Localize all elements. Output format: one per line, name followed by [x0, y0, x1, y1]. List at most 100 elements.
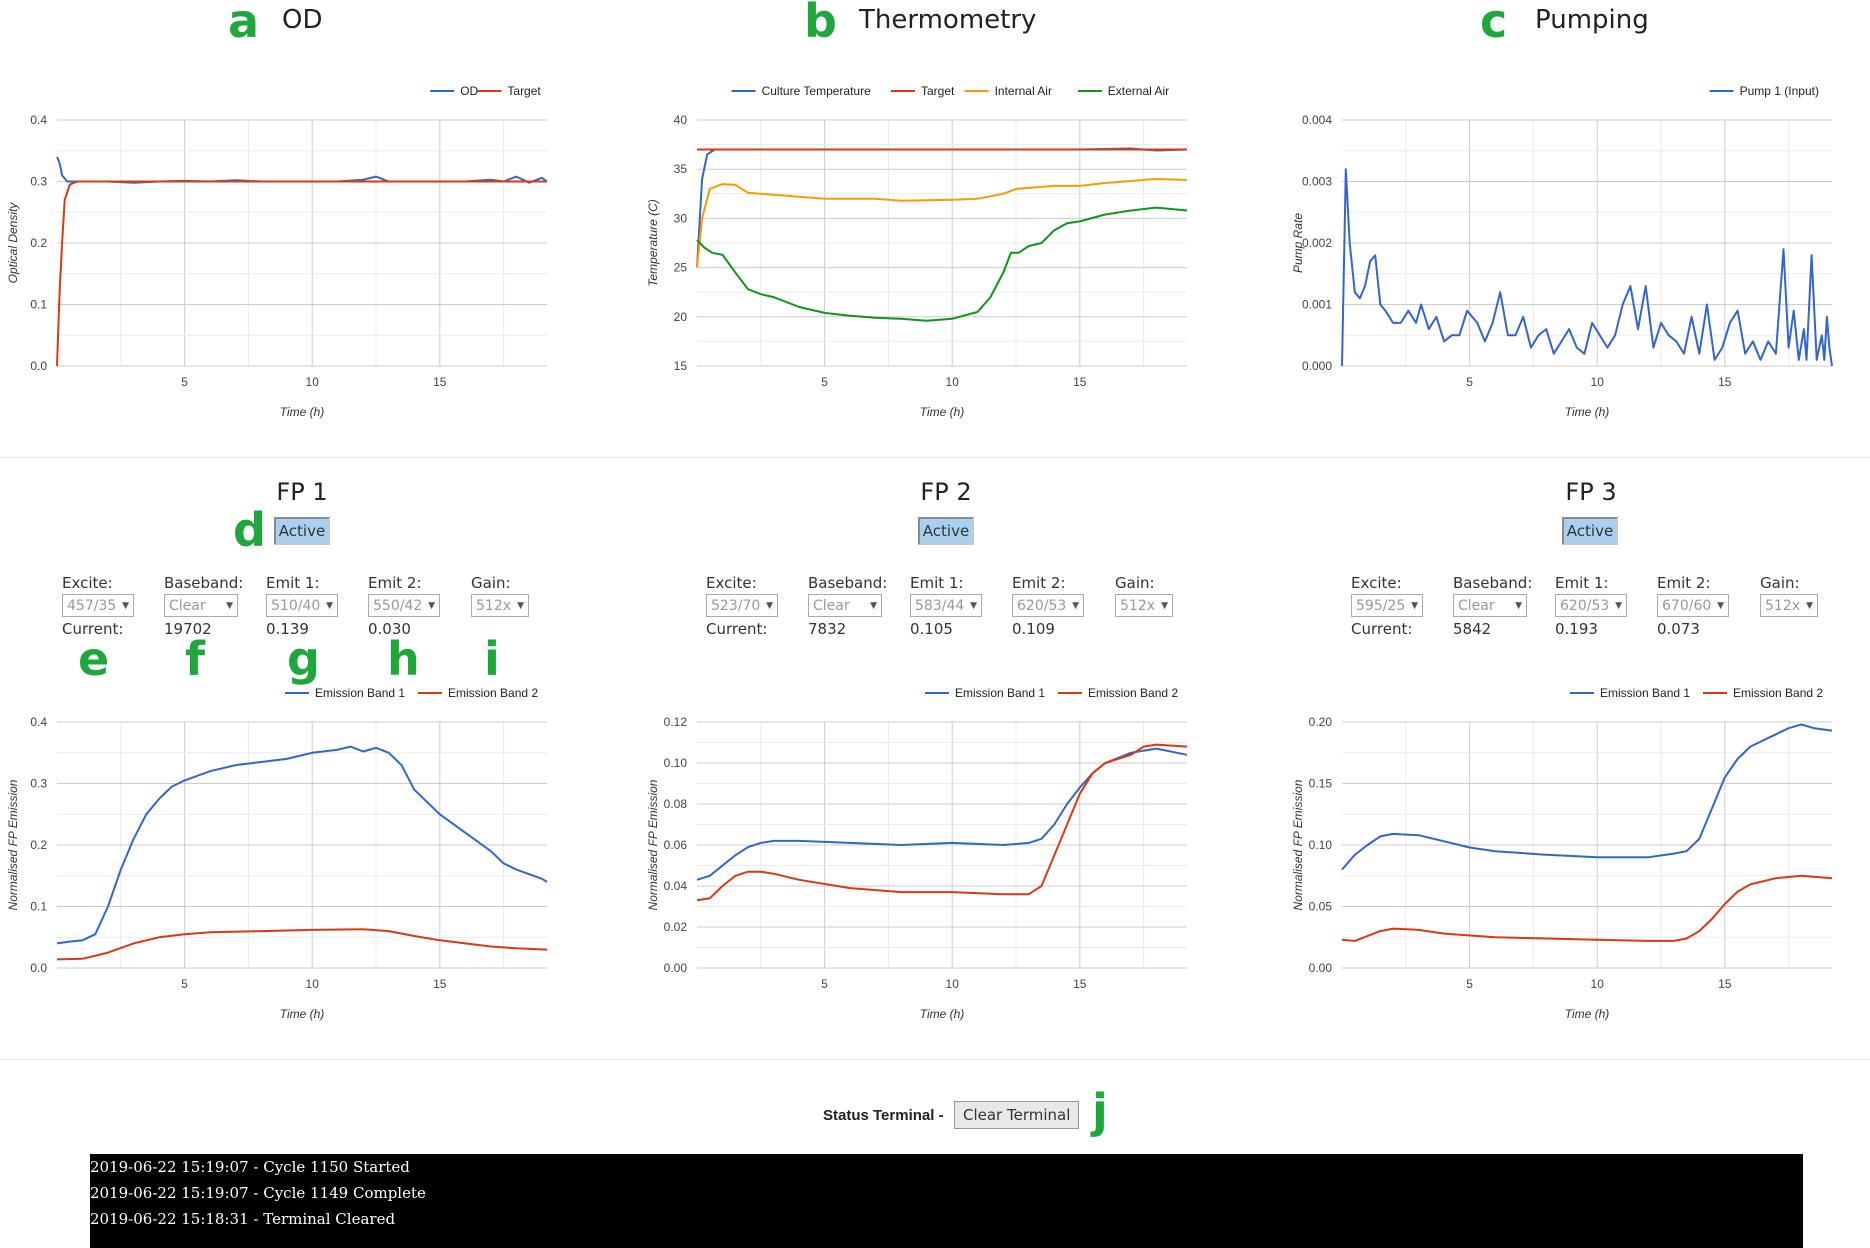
y-tick-label: 0.10	[664, 756, 688, 770]
y-tick-label: 0.1	[30, 298, 47, 312]
fp3-gain-select[interactable]: 512x ▼	[1760, 594, 1818, 617]
y-tick-label: 0.4	[30, 715, 47, 729]
fp1-gain-select[interactable]: 512x ▼	[471, 594, 529, 617]
y-tick-label: 35	[674, 162, 688, 176]
x-tick-label: 15	[433, 375, 447, 389]
fp3-emit1-select[interactable]: 620/53 ▼	[1555, 594, 1627, 617]
chevron-down-icon: ▼	[1411, 600, 1418, 611]
fp1-active-button[interactable]: Active	[274, 517, 330, 545]
x-tick-label: 10	[1591, 375, 1605, 389]
fp2-emit2-select[interactable]: 620/53 ▼	[1012, 594, 1084, 617]
legend-item: Target	[891, 84, 955, 98]
y-tick-label: 0.0	[30, 961, 47, 975]
current-label: Current:	[62, 620, 124, 638]
legend-label: Emission Band 1	[1600, 686, 1690, 700]
x-axis-title: Time (h)	[920, 1007, 965, 1021]
y-tick-label: 0.20	[1309, 715, 1333, 729]
legend-label: Emission Band 1	[955, 686, 1045, 700]
chevron-down-icon: ▼	[428, 600, 435, 611]
status-terminal[interactable]: 2019-06-22 15:19:07 - Cycle 1150 Started…	[90, 1154, 1803, 1248]
fp3-excite-select[interactable]: 595/25 ▼	[1351, 594, 1423, 617]
fp3-active-button[interactable]: Active	[1562, 517, 1618, 545]
baseband-value: Clear	[813, 597, 850, 614]
fp1-excite-select[interactable]: 457/35 ▼	[62, 594, 134, 617]
y-tick-label: 0.2	[30, 838, 47, 852]
x-axis-title: Time (h)	[280, 405, 325, 419]
panel-letter-f: f	[185, 632, 206, 686]
legend-item: Emission Band 1	[925, 686, 1045, 700]
y-tick-label: 0.08	[664, 797, 688, 811]
x-tick-label: 15	[1718, 977, 1732, 991]
x-tick-label: 15	[433, 977, 447, 991]
x-tick-label: 5	[181, 977, 188, 991]
x-tick-label: 15	[1073, 375, 1087, 389]
current-emit2: 0.109	[1012, 620, 1055, 638]
fp2-excite-select[interactable]: 523/70 ▼	[706, 594, 778, 617]
fp3-emit2-select[interactable]: 670/60 ▼	[1657, 594, 1729, 617]
x-tick-label: 10	[946, 977, 960, 991]
series-line	[696, 206, 1188, 322]
x-tick-label: 15	[1718, 375, 1732, 389]
fp1-baseband-select[interactable]: Clear ▼	[164, 594, 238, 617]
legend-item: Pump 1 (Input)	[1709, 84, 1819, 98]
emit1-value: 583/44	[915, 597, 965, 614]
fp1-emit2-select[interactable]: 550/42 ▼	[368, 594, 440, 617]
fp2-active-button[interactable]: Active	[918, 517, 974, 545]
y-tick-label: 0.1	[30, 900, 47, 914]
fp2-gain-select[interactable]: 512x ▼	[1115, 594, 1173, 617]
chevron-down-icon: ▼	[870, 600, 877, 611]
chevron-down-icon: ▼	[517, 600, 524, 611]
chevron-down-icon: ▼	[1615, 600, 1622, 611]
y-tick-label: 0.12	[664, 715, 688, 729]
legend-item: Emission Band 1	[1570, 686, 1690, 700]
current-label: Current:	[1351, 620, 1413, 638]
gain-value: 512x	[1765, 597, 1801, 614]
y-tick-label: 0.05	[1309, 900, 1333, 914]
panel-letter-i: i	[484, 632, 500, 686]
chevron-down-icon: ▼	[326, 600, 333, 611]
x-tick-label: 5	[181, 375, 188, 389]
panel-letter-c: c	[1480, 0, 1508, 48]
y-axis-title: Temperature (C)	[646, 199, 660, 287]
thermometry-chart: 15 20 25 30 35 40 5 10 15 Time (h) Temperature (C)…	[646, 84, 1188, 419]
y-gridlines	[697, 721, 1187, 969]
current-emit1: 0.105	[910, 620, 953, 638]
excite-value: 595/25	[1356, 597, 1406, 614]
panel-letter-a: a	[228, 0, 260, 48]
series-line	[696, 743, 1188, 902]
fp2-title: FP 2	[920, 478, 972, 506]
y-tick-label: 0.3	[30, 175, 47, 189]
y-tick-label: 30	[674, 211, 688, 225]
y-tick-label: 0.004	[1302, 113, 1332, 127]
fp1-title: FP 1	[276, 478, 328, 506]
y-tick-label: 0.04	[664, 879, 688, 893]
legend-item: Emission Band 1	[285, 686, 405, 700]
current-baseband: 7832	[808, 620, 847, 638]
y-tick-label: 0.06	[664, 838, 688, 852]
clear-terminal-button[interactable]: Clear Terminal	[954, 1101, 1080, 1129]
pumping-panel-title: Pumping	[1535, 5, 1649, 35]
emit1-value: 510/40	[271, 597, 321, 614]
x-tick-label: 5	[821, 977, 828, 991]
fp3-baseband-select[interactable]: Clear ▼	[1453, 594, 1527, 617]
chevron-down-icon: ▼	[1515, 600, 1522, 611]
series-line	[1341, 723, 1833, 871]
series-line	[696, 147, 1188, 268]
y-tick-label: 0.3	[30, 777, 47, 791]
x-tick-label: 5	[821, 375, 828, 389]
y-gridlines	[1342, 119, 1832, 367]
y-tick-label: 0.002	[1302, 236, 1332, 250]
fp1-emit1-select[interactable]: 510/40 ▼	[266, 594, 338, 617]
gain-label: Gain:	[471, 574, 511, 592]
y-tick-label: 15	[674, 359, 688, 373]
emit2-label: Emit 2:	[1012, 574, 1066, 592]
fp2-emit1-select[interactable]: 583/44 ▼	[910, 594, 982, 617]
panel-letter-j: j	[1092, 1084, 1108, 1138]
emit2-value: 550/42	[373, 597, 423, 614]
fp2-baseband-select[interactable]: Clear ▼	[808, 594, 882, 617]
y-tick-label: 0.0	[30, 359, 47, 373]
legend-item: Emission Band 2	[1703, 686, 1823, 700]
fp1-chart: 0.0 0.1 0.2 0.3 0.4 5 10 15 Time (h) Normalised F…	[6, 686, 548, 1021]
series-line	[1341, 874, 1833, 942]
legend-label: Target	[921, 84, 955, 98]
